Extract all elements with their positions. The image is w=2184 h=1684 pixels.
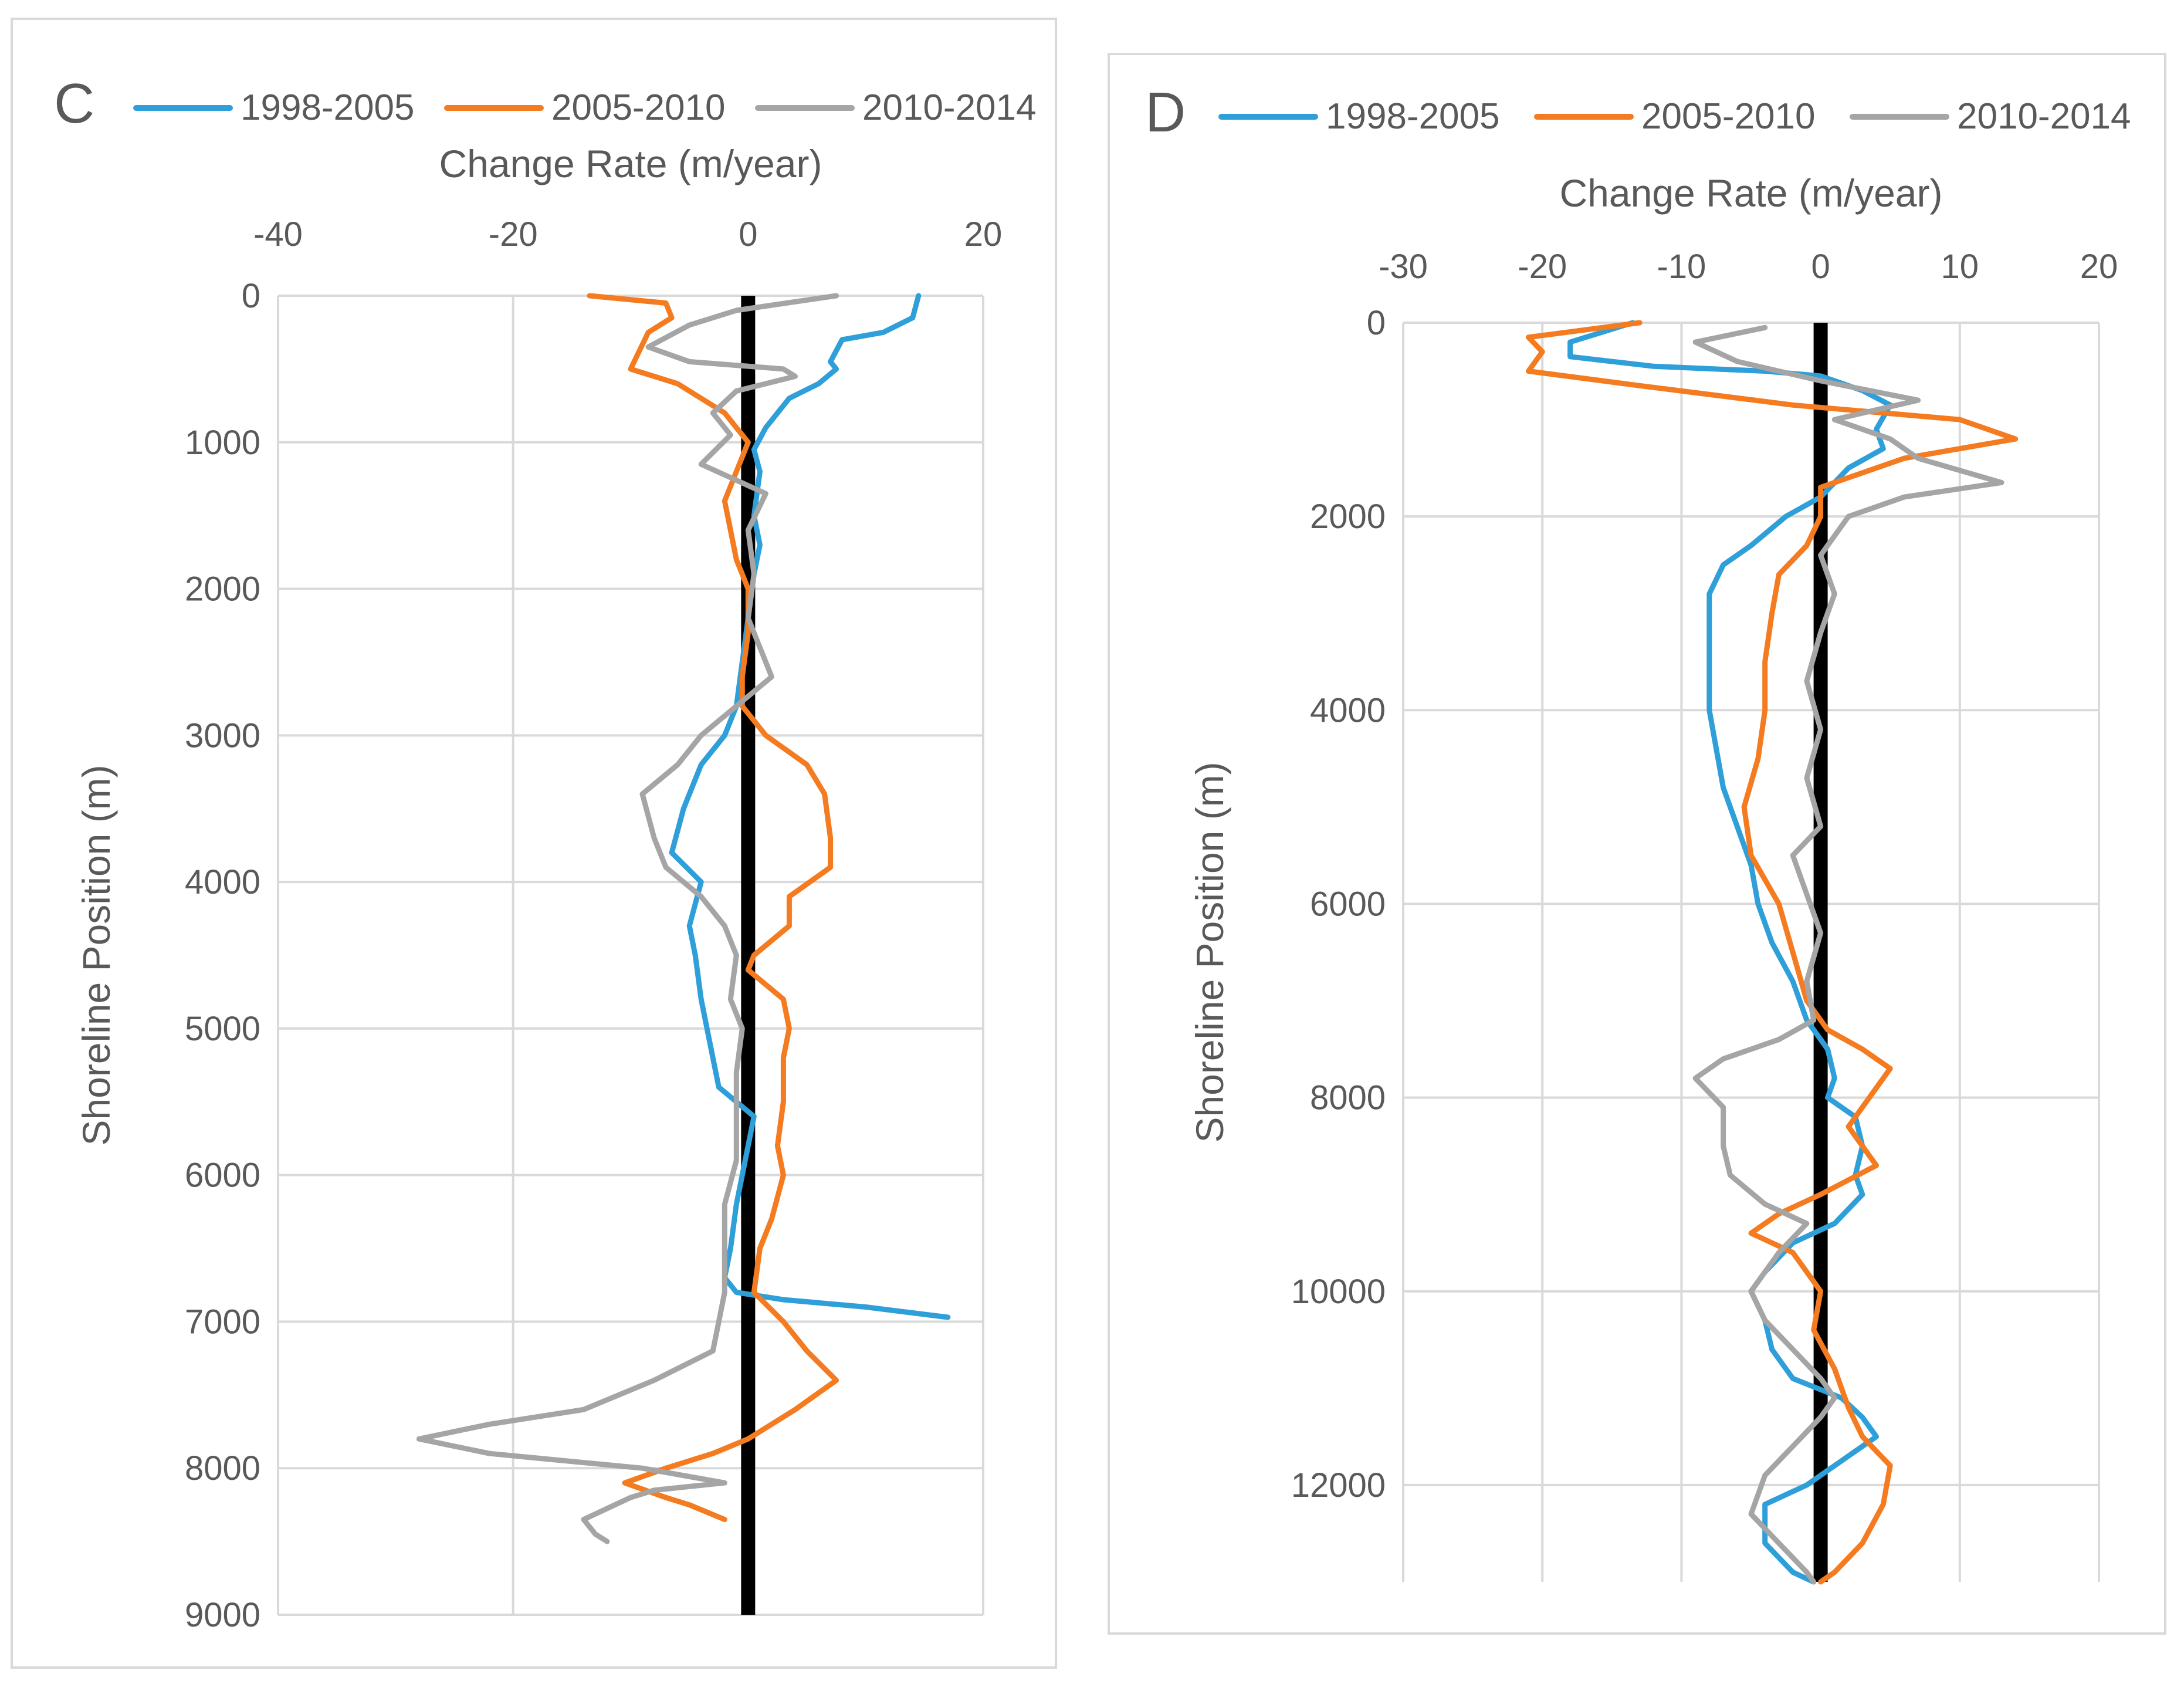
chart-panel-c: C 1998-2005 2005-2010 2010-2014 Change Rate … <box>11 18 1057 1669</box>
chart-d-y-tick-label: 0 <box>1367 304 1386 342</box>
chart-d-legend-label: 2010-2014 <box>1957 96 2131 137</box>
chart-d-series-line <box>1526 320 2019 1585</box>
chart-c-x-tick-label: 20 <box>964 215 1003 253</box>
chart-c-x-tick-label: 0 <box>739 215 757 253</box>
chart-c-panel-label: C <box>54 72 94 135</box>
chart-d-x-tick-label: 10 <box>1941 248 1979 286</box>
chart-c-y-tick-label: 3000 <box>185 716 260 755</box>
chart-c-x-tick-label: -40 <box>253 215 303 253</box>
chart-d-y-axis-title: Shoreline Position (m) <box>1188 762 1231 1142</box>
chart-d-x-axis-title: Change Rate (m/year) <box>1560 171 1943 215</box>
chart-c-y-tick-label: 7000 <box>185 1303 260 1341</box>
chart-d-y-tick-label: 12000 <box>1291 1466 1386 1504</box>
chart-c-y-tick-label: 5000 <box>185 1010 260 1048</box>
chart-d-x-tick-label: -30 <box>1379 248 1428 286</box>
chart-d-legend-label: 2005-2010 <box>1641 96 1816 137</box>
chart-d-series-line <box>1692 324 2004 1585</box>
chart-c-y-tick-label: 4000 <box>185 863 260 901</box>
chart-d-x-tick-label: 20 <box>2080 248 2118 286</box>
chart-c-canvas: C 1998-2005 2005-2010 2010-2014 Change Rate … <box>54 72 1037 1634</box>
chart-c-legend-label: 2005-2010 <box>551 87 726 128</box>
chart-c-legend-label: 2010-2014 <box>862 87 1037 128</box>
chart-d-x-tick-label: -20 <box>1518 248 1567 286</box>
chart-c-y-tick-label: 2000 <box>185 570 260 608</box>
chart-d-x-tick-label: 0 <box>1811 248 1830 286</box>
chart-d-legend-label: 1998-2005 <box>1326 96 1500 137</box>
chart-c-y-tick-label: 9000 <box>185 1596 260 1634</box>
chart-panel-d: D 1998-2005 2005-2010 2010-2014 Change Rate … <box>1108 53 2166 1635</box>
chart-c-y-tick-label: 0 <box>242 277 260 315</box>
chart-d-y-tick-label: 8000 <box>1310 1079 1386 1117</box>
chart-c-series-line <box>669 293 951 1320</box>
chart-d-panel-label: D <box>1145 81 1186 144</box>
chart-c-y-tick-label: 1000 <box>185 424 260 462</box>
chart-c-x-tick-label: -20 <box>489 215 538 253</box>
chart-d-y-tick-label: 6000 <box>1310 885 1386 923</box>
chart-d-y-tick-label: 10000 <box>1291 1273 1386 1311</box>
chart-d-y-tick-label: 4000 <box>1310 691 1386 729</box>
chart-c-series-line <box>416 293 839 1544</box>
chart-d-canvas: D 1998-2005 2005-2010 2010-2014 Change Rate … <box>1145 81 2131 1585</box>
chart-c-y-tick-label: 8000 <box>185 1449 260 1487</box>
chart-c-x-axis-title: Change Rate (m/year) <box>439 142 822 185</box>
chart-d-y-tick-label: 2000 <box>1310 498 1386 536</box>
chart-d-x-tick-label: -10 <box>1657 248 1706 286</box>
chart-c-y-axis-title: Shoreline Position (m) <box>75 765 118 1145</box>
chart-c-legend-label: 1998-2005 <box>241 87 415 128</box>
chart-c-y-tick-label: 6000 <box>185 1157 260 1195</box>
chart-c-series-line <box>587 293 839 1523</box>
